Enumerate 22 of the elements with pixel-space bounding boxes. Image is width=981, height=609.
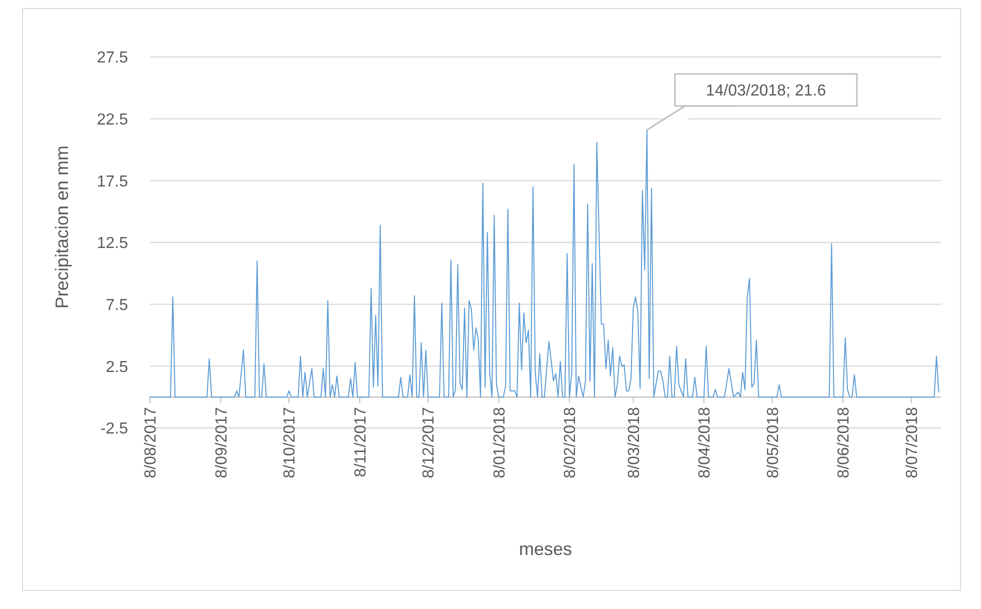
x-tick-label: 8/04/2018	[696, 406, 714, 478]
x-tick-label: 8/01/2018	[491, 406, 508, 478]
x-tick-label: 8/08/2017	[142, 406, 160, 478]
x-tick-label: 8/11/2017	[352, 406, 370, 478]
x-tick-label: 8/09/2017	[213, 406, 230, 478]
x-axis-title: meses	[518, 539, 572, 559]
x-tick-label: 8/10/2017	[282, 406, 299, 478]
y-tick-label: 7.5	[106, 296, 128, 314]
y-tick-label: 27.5	[96, 50, 128, 67]
y-tick-label: 2.5	[106, 358, 128, 376]
y-tick-label: -2.5	[100, 420, 128, 438]
y-axis-title: Precipitacion en mm	[52, 146, 72, 309]
x-tick-label: 8/12/2017	[420, 406, 438, 478]
x-tick-label: 8/07/2018	[904, 406, 921, 478]
y-tick-label: 22.5	[96, 111, 128, 128]
y-tick-label: 17.5	[96, 173, 128, 190]
annotation: 14/03/2018; 21.6	[706, 82, 826, 100]
x-tick-label: 8/03/2018	[626, 406, 643, 478]
x-tick-label: 8/05/2018	[764, 406, 782, 478]
x-tick-label: 8/06/2018	[836, 406, 853, 478]
y-tick-label: 12.5	[96, 235, 128, 252]
x-tick-label: 8/02/2018	[562, 406, 580, 478]
